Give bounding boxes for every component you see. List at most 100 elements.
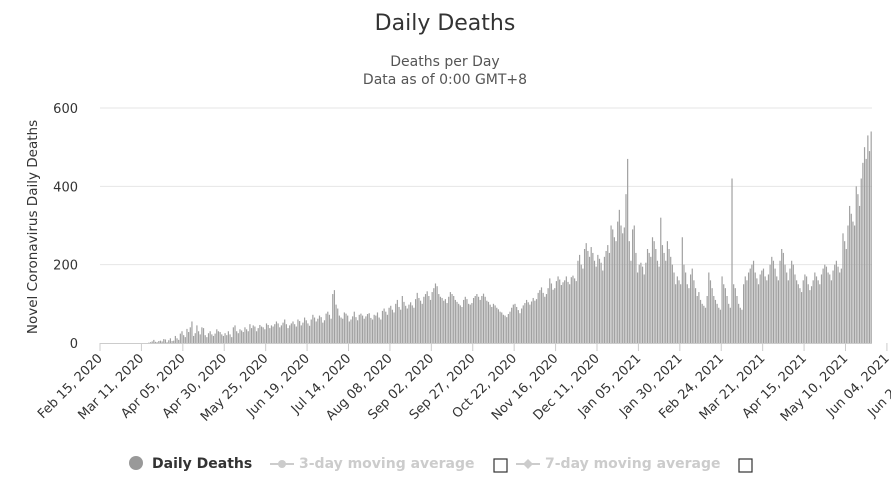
bar-day-52[interactable] [186,328,188,343]
bar-day-389[interactable] [744,276,746,343]
bar-day-289[interactable] [579,254,581,344]
bar-day-235[interactable] [489,304,491,343]
bar-day-446[interactable] [839,272,841,344]
bar-day-75[interactable] [224,333,226,343]
bar-day-428[interactable] [809,290,811,344]
bar-day-402[interactable] [766,280,768,343]
bar-day-277[interactable] [559,279,561,343]
bar-day-36[interactable] [159,340,162,343]
bar-day-93[interactable] [254,326,256,343]
bar-day-169[interactable] [380,319,382,344]
bar-day-381[interactable] [731,178,733,344]
bar-day-97[interactable] [260,326,263,343]
bar-day-44[interactable] [173,340,175,343]
bar-day-112[interactable] [285,324,287,343]
bar-day-43[interactable] [171,341,173,343]
bar-day-460[interactable] [862,162,864,343]
bar-day-337[interactable] [658,266,660,344]
bar-day-138[interactable] [328,314,331,343]
bar-day-213[interactable] [453,296,455,343]
bar-day-313[interactable] [618,209,620,343]
bar-day-240[interactable] [497,309,500,343]
bar-day-297[interactable] [592,252,594,343]
bar-day-230[interactable] [481,296,483,343]
bar-day-48[interactable] [179,333,181,343]
bar-day-215[interactable] [456,301,458,344]
bar-day-90[interactable] [249,324,251,343]
bar-day-265[interactable] [539,290,541,344]
bar-day-193[interactable] [419,300,422,343]
bar-day-254[interactable] [521,308,523,343]
bar-day-450[interactable] [845,249,847,343]
bar-day-278[interactable] [560,285,562,343]
bar-day-150[interactable] [348,321,350,343]
bar-day-211[interactable] [449,292,451,343]
bar-day-229[interactable] [479,299,481,343]
bar-day-151[interactable] [350,319,352,344]
bar-day-438[interactable] [825,266,828,344]
bar-day-116[interactable] [292,321,294,343]
bar-day-361[interactable] [698,292,700,343]
bar-day-192[interactable] [418,297,420,343]
bar-day-347[interactable] [675,284,677,343]
bar-day-243[interactable] [502,314,504,343]
bar-day-334[interactable] [653,241,655,343]
bar-day-96[interactable] [259,324,261,343]
bar-day-341[interactable] [665,260,667,343]
bar-day-178[interactable] [395,303,397,343]
bar-day-72[interactable] [219,332,221,343]
bar-day-388[interactable] [743,284,745,343]
bar-day-348[interactable] [676,276,678,343]
bar-day-323[interactable] [635,252,637,343]
bar-day-261[interactable] [532,297,534,343]
bar-day-99[interactable] [264,329,266,343]
bar-day-68[interactable] [212,335,215,343]
bar-day-418[interactable] [792,264,794,343]
bar-day-309[interactable] [612,229,614,343]
bar-day-366[interactable] [706,296,708,343]
bar-day-102[interactable] [269,328,271,343]
bar-day-256[interactable] [524,303,526,343]
bar-day-339[interactable] [661,245,664,343]
bar-day-419[interactable] [794,274,796,343]
bar-day-88[interactable] [246,329,248,343]
bar-day-143[interactable] [337,308,339,343]
bar-day-219[interactable] [463,299,465,343]
bar-day-335[interactable] [655,249,657,343]
bar-day-424[interactable] [802,280,804,343]
bar-day-100[interactable] [265,323,268,343]
bar-day-76[interactable] [226,335,228,343]
bar-day-74[interactable] [222,335,225,343]
bar-day-301[interactable] [598,258,601,343]
bar-day-324[interactable] [636,272,639,344]
bar-day-163[interactable] [370,317,372,343]
bar-day-149[interactable] [347,315,349,343]
bar-day-284[interactable] [570,277,572,343]
bar-day-386[interactable] [739,307,741,343]
bar-day-190[interactable] [415,299,417,343]
bar-day-354[interactable] [686,284,688,343]
bar-day-168[interactable] [378,317,380,343]
bar-day-158[interactable] [361,315,364,343]
bar-day-282[interactable] [567,281,569,343]
bar-day-443[interactable] [834,264,836,343]
bar-day-407[interactable] [774,268,776,343]
bar-day-353[interactable] [685,272,687,344]
bar-day-415[interactable] [787,280,789,343]
bar-day-122[interactable] [302,322,304,343]
bar-day-327[interactable] [641,266,644,344]
bar-day-434[interactable] [819,284,821,343]
bar-day-427[interactable] [807,284,809,343]
bar-day-142[interactable] [335,304,337,343]
bar-day-399[interactable] [761,270,763,343]
bar-day-270[interactable] [547,288,549,343]
bar-day-64[interactable] [206,337,208,344]
bar-day-199[interactable] [429,299,432,343]
bar-day-141[interactable] [333,290,336,344]
bar-day-61[interactable] [201,327,203,343]
bar-day-249[interactable] [512,304,514,343]
bar-day-274[interactable] [554,288,556,343]
bar-day-78[interactable] [229,334,231,343]
bar-day-447[interactable] [840,268,842,343]
bar-day-258[interactable] [527,302,529,343]
